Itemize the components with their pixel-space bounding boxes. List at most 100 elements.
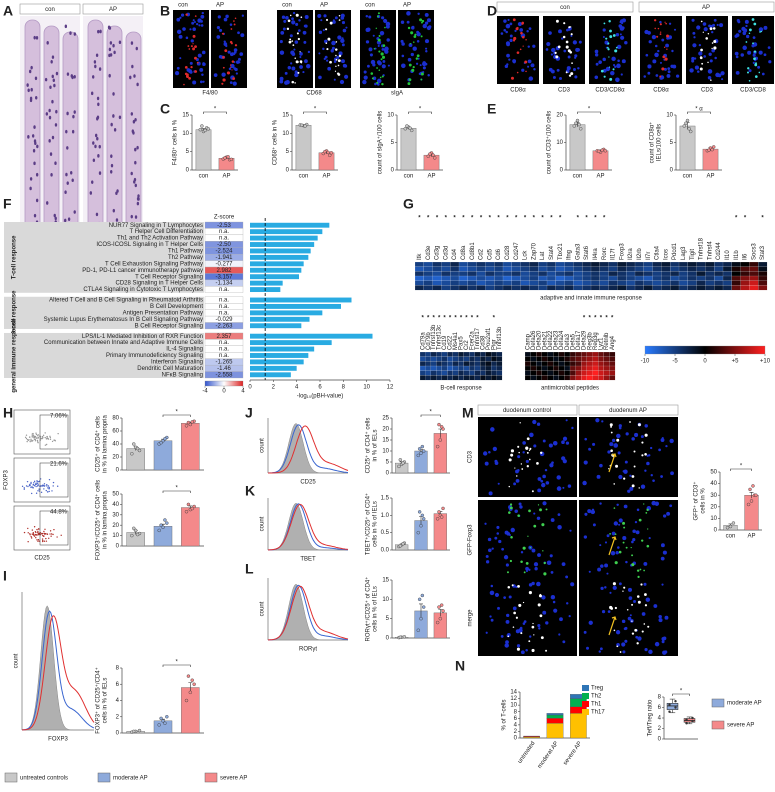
stain-signal bbox=[194, 15, 197, 17]
stain-signal bbox=[661, 67, 665, 71]
stain-signal bbox=[527, 535, 529, 537]
nucleus bbox=[617, 451, 621, 455]
stain-signal bbox=[222, 78, 226, 82]
stain-signal bbox=[188, 76, 191, 80]
nucleus bbox=[66, 181, 69, 185]
y-tick-label: 40 bbox=[112, 442, 119, 448]
flow-event bbox=[57, 432, 59, 435]
data-point bbox=[435, 517, 440, 521]
stain-signal bbox=[533, 634, 535, 636]
nucleus bbox=[627, 616, 632, 621]
heatmap-cell bbox=[538, 261, 548, 267]
stain-signal bbox=[712, 27, 716, 30]
nucleus bbox=[747, 50, 752, 55]
stain-signal bbox=[234, 44, 238, 47]
gene-label: Defa23 bbox=[554, 330, 560, 350]
stain-signal bbox=[517, 514, 520, 517]
nucleus bbox=[504, 643, 509, 648]
stain-signal bbox=[518, 603, 522, 607]
nucleus bbox=[536, 581, 541, 587]
nucleus bbox=[506, 613, 510, 618]
data-point bbox=[441, 609, 445, 613]
y-tick-label: 0.0 bbox=[381, 548, 390, 554]
legend-label: untreated controls bbox=[20, 776, 68, 782]
histogram-untreated bbox=[267, 583, 348, 641]
y-tick-label: 20 bbox=[112, 523, 119, 529]
nucleus bbox=[691, 59, 695, 63]
bar bbox=[250, 365, 297, 371]
image-caption: CD8α bbox=[510, 88, 526, 94]
heatmap-cell bbox=[603, 370, 610, 376]
nucleus bbox=[645, 53, 649, 57]
x-tick-label: 0 bbox=[248, 385, 252, 391]
nucleus bbox=[115, 218, 119, 222]
nucleus bbox=[322, 29, 325, 32]
heatmap-cell bbox=[441, 365, 448, 371]
stain-signal bbox=[645, 511, 648, 514]
flow-event bbox=[42, 434, 45, 437]
x-tick-label: AP bbox=[322, 174, 330, 180]
flow-event bbox=[56, 485, 59, 487]
stain-signal bbox=[517, 584, 520, 588]
nucleus bbox=[536, 516, 541, 521]
image-caption: CD8α bbox=[653, 88, 669, 94]
gene-label: Defa29 bbox=[582, 330, 588, 350]
heatmap-cell bbox=[441, 261, 451, 267]
heatmap-cell bbox=[670, 275, 680, 281]
nucleus bbox=[191, 21, 195, 25]
nucleus bbox=[752, 61, 755, 65]
heatmap-cell bbox=[476, 266, 486, 272]
nucleus bbox=[647, 30, 651, 35]
data-point bbox=[685, 718, 688, 721]
flow-event bbox=[35, 492, 38, 494]
heatmap-cell bbox=[546, 271, 556, 277]
data-point bbox=[437, 605, 441, 609]
heatmap-cell bbox=[458, 365, 464, 371]
significance-bracket bbox=[408, 111, 432, 114]
significance-label: * bbox=[214, 107, 217, 113]
colorbar-tick-label: +5 bbox=[732, 359, 740, 365]
nucleus bbox=[176, 29, 182, 35]
data-point bbox=[674, 706, 677, 709]
data-point bbox=[749, 499, 754, 503]
nucleus bbox=[512, 606, 517, 611]
nucleus bbox=[190, 39, 194, 43]
stain-signal bbox=[287, 19, 291, 23]
data-point bbox=[689, 129, 693, 134]
gene-label: Il2ra bbox=[628, 248, 634, 260]
y-tick-label: 15 bbox=[382, 578, 389, 584]
nucleus bbox=[383, 18, 388, 23]
nucleus bbox=[304, 24, 308, 28]
nucleus bbox=[318, 30, 323, 34]
nucleus bbox=[374, 82, 377, 86]
data-point bbox=[159, 523, 163, 527]
stain-signal bbox=[656, 35, 659, 38]
nucleus bbox=[98, 171, 102, 175]
bar bbox=[195, 129, 212, 171]
stain-signal bbox=[545, 649, 548, 652]
nucleus bbox=[241, 14, 244, 17]
nucleus bbox=[180, 13, 185, 17]
histogram-moderate bbox=[267, 424, 349, 474]
flow-event bbox=[47, 438, 50, 440]
stain-signal bbox=[662, 55, 666, 59]
nucleus bbox=[616, 503, 619, 507]
micrograph bbox=[360, 10, 396, 88]
significance-label: * bbox=[761, 216, 764, 222]
nucleus bbox=[54, 123, 58, 127]
arrow bbox=[608, 616, 617, 636]
stain-signal bbox=[753, 57, 756, 61]
z-score-label: -2.50 bbox=[217, 242, 231, 248]
heatmap-cell bbox=[643, 266, 653, 272]
flow-event bbox=[34, 440, 37, 442]
heatmap-cell bbox=[608, 280, 618, 286]
nucleus bbox=[96, 136, 99, 141]
nucleus bbox=[619, 33, 622, 36]
nucleus bbox=[525, 570, 528, 573]
nucleus bbox=[416, 40, 420, 43]
nucleus bbox=[567, 484, 572, 488]
heatmap-cell bbox=[586, 370, 593, 376]
stain-signal bbox=[510, 453, 514, 457]
stain-signal bbox=[519, 48, 522, 51]
nucleus bbox=[201, 50, 206, 55]
